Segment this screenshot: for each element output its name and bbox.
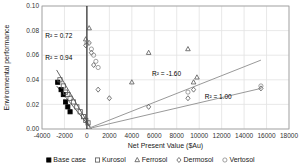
point [186, 90, 190, 94]
x-tick-label: 12000 [213, 132, 231, 139]
point [94, 59, 98, 63]
point [68, 110, 72, 114]
trend-line [87, 88, 261, 129]
x-tick-label: -2000 [56, 132, 73, 139]
y-tick-label: 0.10 [26, 2, 39, 9]
x-grid-line [244, 6, 245, 129]
legend-marker [177, 157, 181, 162]
marks [56, 6, 263, 129]
legend-item: Dermosol [177, 156, 214, 163]
point [186, 47, 191, 51]
x-tick-label: 10000 [190, 132, 208, 139]
grid [42, 6, 289, 129]
y-tick-label: 0.02 [26, 101, 39, 108]
point [87, 26, 92, 30]
y-tick-label: 0.08 [26, 27, 39, 34]
legend-item: Base case [47, 156, 86, 163]
point [146, 50, 151, 54]
point [186, 96, 190, 101]
legend-item: Vertosol [223, 156, 255, 163]
point [58, 78, 62, 82]
plot-area [42, 6, 289, 129]
legend-label: Dermosol [183, 156, 213, 163]
point [92, 53, 96, 57]
x-tick-label: 14000 [235, 132, 253, 139]
legend-marker [47, 158, 51, 162]
legend-item: Kurosol [95, 156, 126, 163]
trend-line [87, 60, 261, 129]
point [191, 87, 195, 92]
x-tick-label: -4000 [34, 132, 51, 139]
point [71, 100, 75, 104]
y-grid-line [42, 79, 289, 80]
x-tick-label: 18000 [280, 132, 298, 139]
trend-line [57, 86, 92, 129]
point [96, 87, 100, 92]
legend-label: Kurosol [102, 156, 126, 163]
series-points [85, 41, 263, 94]
x-tick-label: 0 [85, 132, 89, 139]
point [75, 105, 79, 109]
y-grid-line [42, 30, 289, 31]
x-grid-line [221, 6, 222, 129]
trend-line [57, 70, 92, 129]
point [85, 41, 89, 45]
x-axis-label: Net Present Value ($Au) [128, 142, 203, 150]
point [66, 105, 70, 109]
x-tick-label: 16000 [258, 132, 276, 139]
point [89, 47, 93, 51]
point [83, 37, 88, 41]
x-grid-line [154, 6, 155, 129]
x-tick-label: 4000 [125, 132, 140, 139]
legend: Base case Kurosol Ferrosol Dermosol Vertosol [47, 156, 255, 163]
plot-frame [42, 6, 289, 129]
y-tick-label: 0.06 [26, 51, 39, 58]
series-points [58, 78, 90, 125]
series-points [83, 26, 199, 84]
point [195, 75, 200, 79]
point [63, 100, 67, 104]
reference-line [86, 6, 87, 129]
tick-labels: -4000 -2000 0 2000 4000 6000 8000 10000 12000 140… [26, 2, 298, 138]
point [147, 104, 151, 109]
y-tick-label: 0.04 [26, 76, 39, 83]
x-grid-line [176, 6, 177, 129]
point [61, 84, 65, 88]
x-grid-line [109, 6, 110, 129]
legend-marker [135, 157, 140, 161]
point [259, 84, 263, 88]
x-grid-line [199, 6, 200, 129]
legend-label: Vertosol [229, 156, 255, 163]
annotation: R² = 1.00 [205, 93, 232, 100]
annotation: R² = 0.94 [45, 54, 72, 61]
y-axis-label: Environmental performance [3, 24, 11, 110]
point [191, 80, 196, 84]
legend-label: Base case [53, 156, 86, 163]
annotation: R² = -1.60 [152, 70, 181, 77]
x-tick-label: 2000 [102, 132, 117, 139]
legend-label: Ferrosol [142, 156, 168, 163]
chart: -4000 -2000 0 2000 4000 6000 8000 10000 12000 140… [0, 0, 301, 167]
y-grid-line [42, 55, 289, 56]
annotation: R² = 0.72 [45, 32, 72, 39]
x-tick-label: 6000 [147, 132, 162, 139]
legend-marker [223, 158, 227, 162]
point [130, 80, 135, 84]
x-grid-line [86, 6, 87, 129]
point [96, 65, 100, 69]
y-tick-label: 0.00 [26, 125, 39, 132]
annotations: R² = 0.72 R² = 0.94 R² = -1.60 R² = 1.00 [45, 32, 232, 101]
legend-item: Ferrosol [135, 156, 168, 163]
point [78, 110, 82, 114]
x-tick-label: 8000 [169, 132, 184, 139]
x-grid-line [266, 6, 267, 129]
point [107, 96, 111, 101]
point [86, 121, 90, 125]
x-grid-line [64, 6, 65, 129]
series-points [56, 80, 73, 114]
legend-marker [95, 158, 99, 162]
series-points [84, 40, 263, 109]
